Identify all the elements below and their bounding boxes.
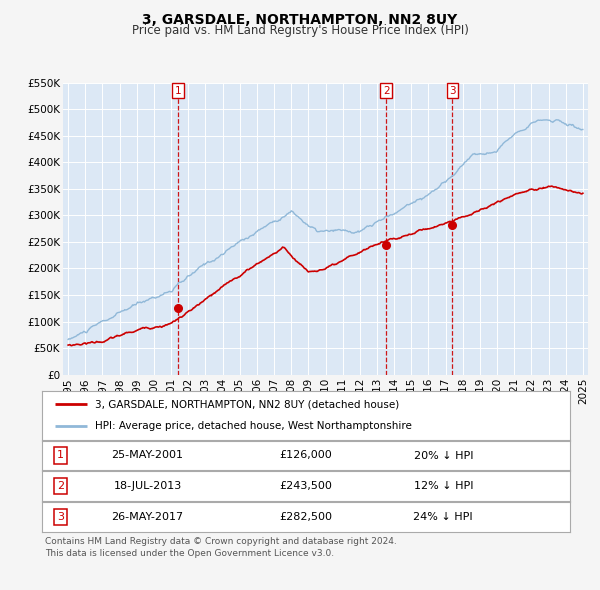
Text: 1: 1	[175, 86, 181, 96]
Text: 3: 3	[449, 86, 456, 96]
Text: 3, GARSDALE, NORTHAMPTON, NN2 8UY (detached house): 3, GARSDALE, NORTHAMPTON, NN2 8UY (detac…	[95, 399, 399, 409]
Text: 24% ↓ HPI: 24% ↓ HPI	[413, 512, 473, 522]
Text: HPI: Average price, detached house, West Northamptonshire: HPI: Average price, detached house, West…	[95, 421, 412, 431]
Text: £126,000: £126,000	[280, 451, 332, 460]
Text: 20% ↓ HPI: 20% ↓ HPI	[413, 451, 473, 460]
Text: 26-MAY-2017: 26-MAY-2017	[112, 512, 184, 522]
Text: Contains HM Land Registry data © Crown copyright and database right 2024.
This d: Contains HM Land Registry data © Crown c…	[45, 537, 397, 558]
Text: 25-MAY-2001: 25-MAY-2001	[112, 451, 184, 460]
Text: 12% ↓ HPI: 12% ↓ HPI	[413, 481, 473, 491]
Text: 1: 1	[57, 451, 64, 460]
Text: 2: 2	[383, 86, 389, 96]
Text: Price paid vs. HM Land Registry's House Price Index (HPI): Price paid vs. HM Land Registry's House …	[131, 24, 469, 37]
Text: 18-JUL-2013: 18-JUL-2013	[113, 481, 182, 491]
Text: £282,500: £282,500	[280, 512, 332, 522]
Text: 3, GARSDALE, NORTHAMPTON, NN2 8UY: 3, GARSDALE, NORTHAMPTON, NN2 8UY	[142, 13, 458, 27]
Text: 2: 2	[57, 481, 64, 491]
Text: 3: 3	[57, 512, 64, 522]
Text: £243,500: £243,500	[280, 481, 332, 491]
